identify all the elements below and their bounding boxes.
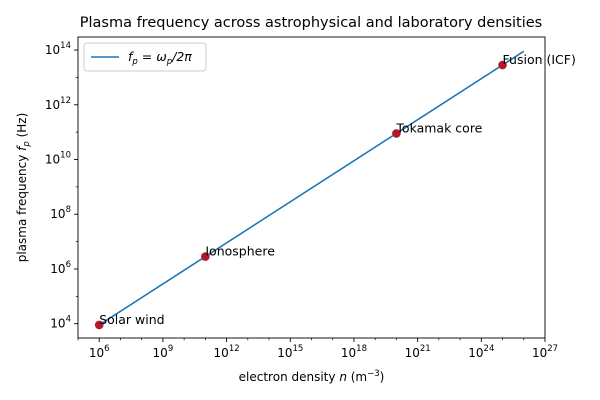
series-line-0 xyxy=(98,50,525,326)
y-tick-label-5: 1014 xyxy=(45,41,71,57)
y-tick-label-3: 1010 xyxy=(45,151,71,167)
legend: fp = ωp/2π xyxy=(83,42,207,72)
data-point-1 xyxy=(201,252,210,261)
y-tick-label-0: 104 xyxy=(50,315,71,331)
x-axis-label: electron density n (m−3) xyxy=(239,369,385,384)
legend-box xyxy=(83,42,207,72)
y-tick-label-4: 1012 xyxy=(45,96,71,112)
data-point-3 xyxy=(498,60,507,70)
x-tick-label-2: 1012 xyxy=(214,344,240,360)
y-axis-label: plasma frequency fp (Hz) xyxy=(15,113,32,263)
y-tick-label-1: 106 xyxy=(50,260,71,276)
chart-title: Plasma frequency across astrophysical an… xyxy=(80,15,542,31)
point-label-1: Ionosphere xyxy=(205,244,275,259)
legend-label-0: fp = ωp/2π xyxy=(128,49,192,67)
x-tick-label-6: 1024 xyxy=(468,344,494,360)
x-tick-label-3: 1015 xyxy=(277,344,303,360)
data-point-0 xyxy=(94,320,104,330)
point-label-3: Fusion (ICF) xyxy=(503,52,576,67)
point-label-0: Solar wind xyxy=(99,312,164,327)
plot-area: Solar wind Ionosphere Tokamak core Fusion (… xyxy=(15,36,576,384)
data-point-2 xyxy=(392,129,401,138)
y-tick-label-2: 108 xyxy=(50,205,71,221)
x-tick-label-0: 106 xyxy=(89,344,110,360)
x-tick-label-5: 1021 xyxy=(405,344,431,360)
point-label-2: Tokamak core xyxy=(395,120,482,135)
x-tick-label-4: 1018 xyxy=(341,344,367,360)
x-tick-label-7: 1027 xyxy=(532,344,558,360)
x-tick-label-1: 109 xyxy=(153,344,174,360)
